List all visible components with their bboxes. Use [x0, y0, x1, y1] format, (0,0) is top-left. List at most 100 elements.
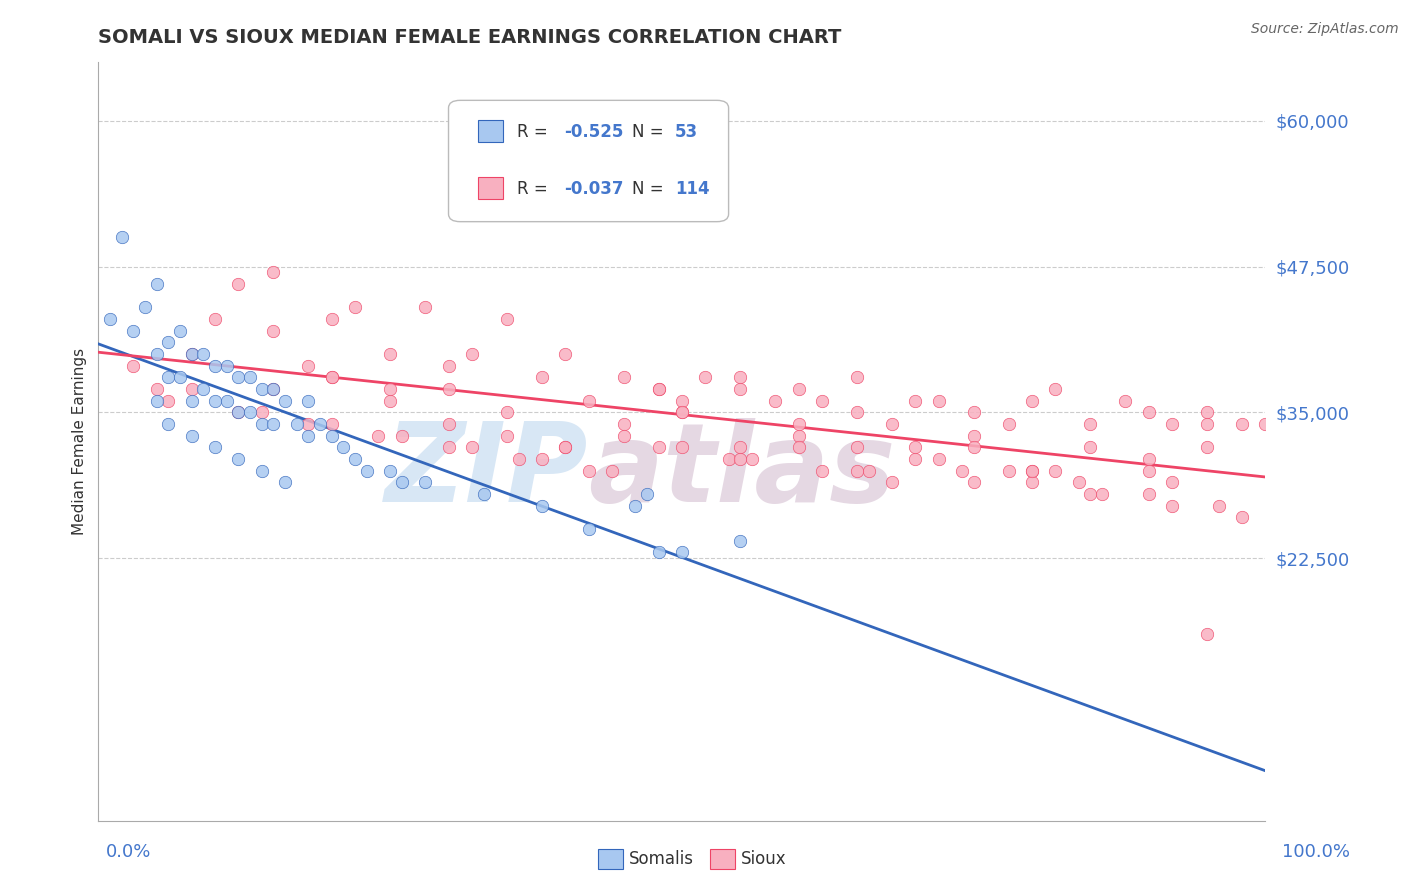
- Point: [730, 441, 752, 455]
- Point: [413, 475, 436, 490]
- Point: [1091, 487, 1114, 501]
- Point: [180, 347, 202, 361]
- Text: SOMALI VS SIOUX MEDIAN FEMALE EARNINGS CORRELATION CHART: SOMALI VS SIOUX MEDIAN FEMALE EARNINGS C…: [98, 28, 842, 47]
- Point: [787, 428, 810, 442]
- Point: [647, 382, 669, 396]
- Point: [1230, 417, 1253, 431]
- Point: [904, 393, 927, 408]
- Point: [1114, 393, 1136, 408]
- Point: [496, 428, 519, 442]
- Point: [647, 382, 669, 396]
- Point: [180, 347, 202, 361]
- Point: [437, 382, 460, 396]
- Point: [380, 393, 402, 408]
- Point: [262, 382, 284, 396]
- Point: [846, 441, 869, 455]
- Point: [1080, 487, 1102, 501]
- Text: N =: N =: [631, 180, 669, 198]
- Point: [367, 428, 389, 442]
- Point: [321, 428, 343, 442]
- Point: [787, 382, 810, 396]
- Point: [437, 417, 460, 431]
- Point: [180, 393, 202, 408]
- Point: [1161, 475, 1184, 490]
- FancyBboxPatch shape: [449, 100, 728, 221]
- FancyBboxPatch shape: [478, 120, 503, 142]
- Point: [530, 452, 553, 467]
- Point: [612, 417, 634, 431]
- Point: [962, 441, 984, 455]
- Point: [380, 464, 402, 478]
- Point: [204, 359, 226, 373]
- Point: [636, 487, 658, 501]
- Point: [250, 382, 273, 396]
- Point: [578, 393, 600, 408]
- Point: [309, 417, 332, 431]
- Point: [250, 417, 273, 431]
- Point: [496, 149, 519, 163]
- Point: [1197, 405, 1219, 419]
- Point: [671, 545, 693, 559]
- Point: [763, 393, 786, 408]
- Point: [928, 393, 950, 408]
- Text: Source: ZipAtlas.com: Source: ZipAtlas.com: [1251, 22, 1399, 37]
- Point: [1230, 510, 1253, 524]
- Point: [169, 324, 191, 338]
- Point: [1021, 464, 1043, 478]
- Point: [530, 370, 553, 384]
- Point: [391, 475, 413, 490]
- Point: [1254, 417, 1277, 431]
- Point: [950, 464, 973, 478]
- Point: [1197, 441, 1219, 455]
- Point: [846, 370, 869, 384]
- Point: [297, 359, 319, 373]
- Point: [262, 265, 284, 279]
- Point: [239, 370, 262, 384]
- Point: [928, 452, 950, 467]
- Point: [250, 405, 273, 419]
- Point: [239, 405, 262, 419]
- Point: [146, 347, 169, 361]
- Point: [228, 370, 250, 384]
- Point: [98, 312, 121, 326]
- Point: [962, 475, 984, 490]
- Point: [215, 359, 238, 373]
- Point: [508, 452, 530, 467]
- Point: [1137, 452, 1160, 467]
- Point: [321, 370, 343, 384]
- Point: [344, 452, 367, 467]
- Point: [962, 428, 984, 442]
- Point: [496, 312, 519, 326]
- Point: [391, 428, 413, 442]
- Point: [741, 452, 763, 467]
- Point: [250, 464, 273, 478]
- Point: [997, 464, 1019, 478]
- Y-axis label: Median Female Earnings: Median Female Earnings: [72, 348, 87, 535]
- Text: -0.525: -0.525: [564, 123, 623, 141]
- Point: [1137, 487, 1160, 501]
- Point: [1208, 499, 1230, 513]
- Point: [1137, 405, 1160, 419]
- Text: -0.037: -0.037: [564, 180, 623, 198]
- Point: [624, 499, 647, 513]
- Point: [228, 405, 250, 419]
- Point: [530, 499, 553, 513]
- Point: [146, 277, 169, 291]
- Point: [321, 417, 343, 431]
- Text: R =: R =: [517, 180, 554, 198]
- Point: [274, 475, 297, 490]
- Point: [578, 522, 600, 536]
- Point: [997, 417, 1019, 431]
- Point: [180, 428, 202, 442]
- Text: atlas: atlas: [589, 418, 896, 525]
- Point: [904, 441, 927, 455]
- Point: [204, 441, 226, 455]
- Point: [285, 417, 308, 431]
- Point: [1080, 441, 1102, 455]
- Point: [717, 452, 740, 467]
- Point: [461, 441, 484, 455]
- Point: [157, 335, 180, 350]
- Point: [578, 464, 600, 478]
- Point: [695, 370, 717, 384]
- Point: [146, 382, 169, 396]
